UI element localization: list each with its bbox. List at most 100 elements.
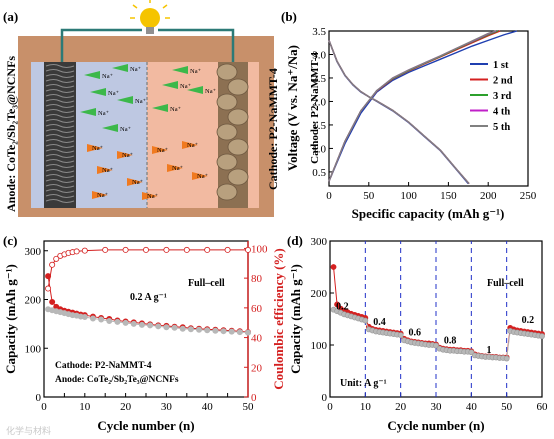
sodium-ion-orange: Na⁺ [117,151,133,159]
sodium-ion-label: Na⁺ [197,173,208,180]
panel-d-point [330,264,337,270]
panel-d-point [334,301,340,308]
panel-b-charge-curve [328,30,499,182]
cathode-particle [227,138,249,156]
panel-b-ytick-label: 1.0 [312,143,326,155]
panel-c-point [236,329,243,336]
panel-c-point [138,321,145,328]
sodium-ion-green: Na⁺ [112,64,141,73]
panel-d-axes: 0 10 20 30 40 50 60 0 100 200 300 [311,236,549,413]
panel-b-cathode-annotation: Cathode: P2-NaMMT-4 [309,52,321,164]
anode-fiber [45,89,75,93]
panel-d-xtick-label: 50 [501,401,513,413]
panel-c-ylabel-left: Capacity (mAh g⁻¹) [3,264,18,374]
sodium-ion-green: Na⁺ [80,108,109,117]
panel-c-point [244,329,251,336]
panel-c-point [98,316,105,323]
panel-b-ytick-label: 3.0 [312,49,326,61]
panel-c-point [45,285,52,292]
sodium-ion-orange: Na⁺ [92,191,108,199]
cathode-particle [227,78,249,96]
sodium-ions: Na⁺ Na⁺ Na⁺ Na⁺ Na⁺ Na⁺ Na⁺ Na⁺ Na⁺ Na⁺ Na⁺ Na⁺ Na⁺ N… [80,64,216,200]
panel-c-plot-frame [43,240,249,398]
sodium-ion-label: Na⁺ [190,68,201,75]
anode-label: Anode: CoTe₂/Sb₂Te₃@NCNFs [4,56,18,212]
panel-c-point [212,327,219,334]
anode-fiber [45,94,75,98]
panel-b-legend: 1 st 2 nd 3 rd 4 th 5 th [470,60,513,133]
sodium-ion-orange: Na⁺ [182,141,198,149]
panel-c-point [163,246,170,253]
cathode-particle [216,153,238,171]
panel-d-chart: (d) 0 10 20 30 40 50 60 0 100 200 300 0.2 0.4 0.6 0.8… [287,233,548,433]
anode-fiber [45,164,75,168]
anode-fiber [45,189,75,193]
sodium-ion-green: Na⁺ [152,104,181,113]
cathode-particle-texture [216,63,249,201]
panel-b-discharge-curve [328,40,470,185]
panel-c-point [204,327,211,334]
panel-d-rate-label: 0.2 [336,302,349,313]
panel-b-xtick-label: 200 [480,190,497,202]
anode-fiber [45,109,75,113]
panel-c-point [224,246,231,253]
sodium-ion-label: Na⁺ [122,152,133,159]
sodium-ion-green: Na⁺ [162,81,191,90]
panel-d-point [503,355,510,362]
panel-d-fullcell-note: Full–cell [487,278,524,289]
panel-d-point [397,332,404,339]
panel-c-current-note: 0.2 A g⁻¹ [130,292,167,303]
sodium-ion-label: Na⁺ [102,73,113,80]
panel-c-point [49,261,56,268]
sodium-ion-label: Na⁺ [135,98,146,105]
panel-c-point [196,326,203,333]
panel-d-rate-dividers [364,241,508,397]
panel-d-xtick-label: 40 [466,401,478,413]
cathode-particle [227,108,249,126]
anode-fiber [45,84,75,88]
lightbulb-icon [130,0,170,34]
watermark-text: 化学与材料 [6,425,51,436]
sodium-ion-orange: Na⁺ [152,146,168,154]
panel-d-point [539,333,545,340]
panel-c-point [220,328,227,335]
panel-d-xlabel: Cycle number (n) [387,418,484,433]
anode-fiber [45,129,75,133]
panel-d-xtick-label: 60 [537,401,549,413]
panel-b-xlabel: Specific capacity (mAh g⁻¹) [352,206,505,221]
panel-c-ytick-label-right: 20 [251,362,263,374]
sodium-ion-label: Na⁺ [180,83,191,90]
panel-c-point [49,298,56,305]
panel-c-xtick-label: 30 [161,401,173,413]
panel-c-point [147,322,154,329]
sodium-ion-orange: Na⁺ [142,192,158,200]
sodium-ion-label: Na⁺ [157,147,168,154]
sodium-ion-label: Na⁺ [205,88,216,95]
anode-fiber [45,179,75,183]
panel-c-point [204,246,211,253]
panel-d-label: (d) [287,233,303,248]
sodium-ion-label: Na⁺ [98,110,109,117]
panel-a-label: (a) [3,9,18,24]
panel-b-discharge-curve [328,40,470,185]
panel-c-xtick-label: 10 [79,401,91,413]
panel-c-point [130,320,137,327]
anode-fiber-texture [45,64,75,203]
sodium-ion-label: Na⁺ [147,193,158,200]
anode-fiber [45,134,75,138]
anode-fiber [45,139,75,143]
sodium-ion-orange: Na⁺ [97,166,113,174]
panel-c-point [228,328,235,335]
panel-b-legend-entry: 3 rd [493,91,512,102]
panel-c-anode-note: Anode: CoTe₂/Sb₂Te₃@NCNFs [55,375,179,385]
panel-c-point [102,246,109,253]
panel-b-discharge-curve [328,40,470,185]
sodium-ion-label: Na⁺ [120,126,131,133]
anode-fiber [45,124,75,128]
panel-d-point [362,317,369,324]
panel-b-label: (b) [281,9,297,24]
anode-fiber [45,199,75,203]
sodium-ion-green: Na⁺ [90,88,119,97]
panel-c-fullcell-note: Full–cell [188,278,225,289]
panel-c-point [187,326,194,333]
